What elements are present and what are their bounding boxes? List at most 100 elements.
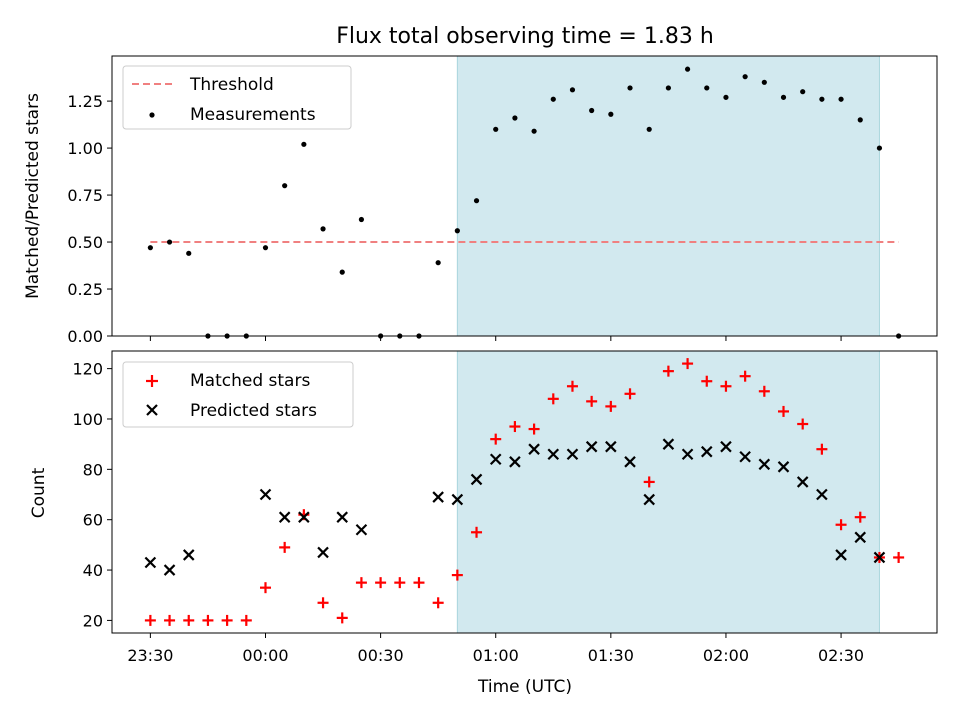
measurement-point bbox=[320, 226, 326, 232]
predicted-point bbox=[528, 443, 540, 455]
matched-point bbox=[758, 385, 770, 397]
measurement-point bbox=[627, 85, 633, 91]
legend-threshold-label: Threshold bbox=[189, 75, 274, 95]
matched-point bbox=[835, 519, 847, 531]
y-tick-label: 80 bbox=[83, 460, 103, 479]
measurement-point bbox=[704, 85, 710, 91]
predicted-point bbox=[777, 461, 790, 473]
count-y-axis-label: Count bbox=[29, 467, 49, 518]
ratio-plot-frame bbox=[111, 55, 938, 337]
matched-point bbox=[471, 526, 483, 538]
measurement-point bbox=[608, 111, 614, 117]
x-tick-label: 02:00 bbox=[703, 646, 749, 665]
measurement-point bbox=[819, 96, 825, 102]
matched-point bbox=[490, 433, 502, 445]
measurement-point bbox=[550, 96, 556, 102]
measurement-point bbox=[262, 245, 269, 251]
measurement-point bbox=[339, 269, 345, 275]
count-highlight-band bbox=[456, 350, 880, 634]
matched-point bbox=[739, 370, 751, 382]
predicted-point bbox=[489, 453, 502, 466]
measurement-point bbox=[800, 89, 806, 95]
matched-point bbox=[605, 400, 617, 412]
count-plot-frame bbox=[111, 350, 938, 634]
measurement-point bbox=[166, 239, 173, 245]
measurement-point bbox=[473, 198, 480, 204]
predicted-point bbox=[317, 546, 329, 559]
ratio-legend: Threshold Measurements bbox=[122, 65, 352, 130]
predicted-point bbox=[739, 450, 751, 463]
matched-point bbox=[336, 612, 348, 624]
matched-point bbox=[528, 423, 540, 435]
x-tick-label: 01:00 bbox=[473, 646, 519, 665]
measurement-point bbox=[454, 228, 460, 234]
measurement-point bbox=[589, 107, 595, 114]
legend-predicted-marker bbox=[146, 404, 158, 416]
predicted-point bbox=[720, 440, 732, 453]
predicted-point bbox=[336, 511, 349, 523]
matched-point bbox=[451, 569, 463, 581]
measurement-point bbox=[723, 94, 729, 100]
matched-point bbox=[240, 614, 252, 626]
measurement-point bbox=[761, 79, 767, 85]
measurement-point bbox=[646, 126, 652, 132]
measurement-point bbox=[358, 216, 365, 223]
matched-point bbox=[221, 614, 233, 626]
matched-point bbox=[566, 380, 578, 392]
matched-point bbox=[797, 418, 809, 430]
matched-point bbox=[682, 358, 694, 370]
predicted-point bbox=[470, 473, 483, 486]
matched-point bbox=[413, 577, 425, 589]
x-tick-label: 00:00 bbox=[242, 646, 288, 665]
y-tick-label: 0.50 bbox=[67, 233, 103, 252]
predicted-point bbox=[624, 456, 636, 468]
ratio-panel: 0.00 0.25 0.50 0.75 1.00 1.25 Matched/Predict… bbox=[23, 55, 938, 346]
predicted-point bbox=[547, 448, 560, 461]
predicted-point bbox=[163, 564, 176, 576]
predicted-point bbox=[355, 523, 368, 536]
predicted-point bbox=[298, 511, 310, 523]
predicted-point bbox=[662, 438, 675, 450]
predicted-point bbox=[509, 456, 521, 468]
matched-point bbox=[854, 511, 866, 523]
y-tick-label: 100 bbox=[72, 410, 103, 429]
predicted-point bbox=[144, 556, 157, 569]
y-tick-label: 1.25 bbox=[67, 92, 103, 111]
count-panel: 20 40 60 80 100 120 23:30 00:00 00:30 01:00 01:30 0… bbox=[29, 350, 938, 665]
matched-point bbox=[624, 388, 636, 400]
legend-predicted-label: Predicted stars bbox=[190, 401, 317, 421]
y-tick-label: 60 bbox=[83, 511, 103, 530]
predicted-point bbox=[566, 448, 579, 461]
matched-point bbox=[317, 597, 329, 609]
predicted-point bbox=[816, 488, 828, 501]
predicted-point bbox=[278, 511, 291, 523]
matched-point bbox=[816, 443, 828, 455]
measurement-point bbox=[282, 183, 288, 189]
y-tick-label: 1.00 bbox=[67, 139, 103, 158]
matched-point bbox=[202, 614, 214, 626]
ratio-y-axis-label: Matched/Predicted stars bbox=[23, 93, 43, 299]
matched-point bbox=[720, 380, 732, 392]
predicted-point bbox=[873, 551, 886, 564]
matched-point bbox=[893, 551, 905, 563]
measurement-point bbox=[780, 94, 787, 100]
y-tick-label: 40 bbox=[83, 561, 103, 580]
ratio-legend-box bbox=[122, 65, 352, 130]
matched-point bbox=[701, 375, 713, 387]
measurement-point bbox=[838, 96, 844, 102]
matched-point bbox=[355, 577, 367, 589]
matched-point bbox=[509, 421, 521, 433]
measurement-point bbox=[684, 66, 691, 72]
x-tick-label: 23:30 bbox=[127, 646, 173, 665]
chart-title: Flux total observing time = 1.83 h bbox=[336, 24, 714, 49]
matched-point bbox=[183, 614, 195, 626]
matched-point bbox=[259, 582, 271, 594]
matched-point bbox=[164, 614, 176, 626]
measurement-point bbox=[665, 85, 671, 91]
predicted-point bbox=[182, 549, 195, 561]
x-tick-label: 02:30 bbox=[818, 646, 864, 665]
predicted-point bbox=[605, 440, 617, 453]
matched-point bbox=[144, 614, 156, 626]
predicted-point bbox=[700, 445, 713, 458]
